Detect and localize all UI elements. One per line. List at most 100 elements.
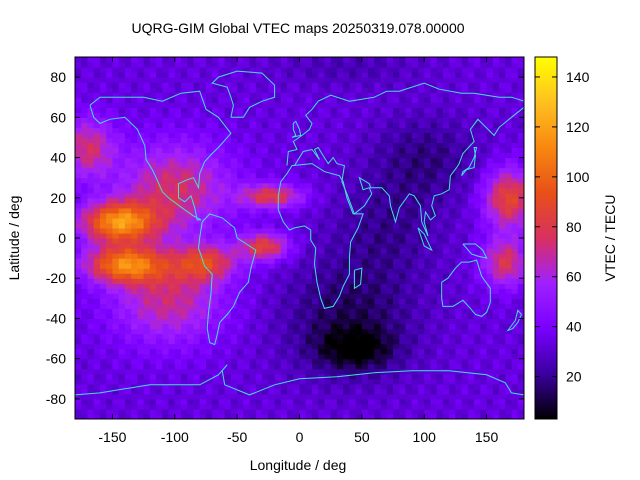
heatmap-cell (262, 328, 269, 335)
heatmap-cell (311, 232, 319, 239)
heatmap-cell (230, 373, 238, 380)
heatmap-cell (262, 142, 269, 149)
heatmap-cell (87, 398, 95, 405)
heatmap-cell (299, 167, 307, 174)
heatmap-cell (168, 383, 176, 390)
heatmap-cell (492, 368, 500, 375)
heatmap-cell (230, 283, 238, 289)
heatmap-cell (386, 273, 394, 279)
heatmap-cell (467, 187, 475, 194)
heatmap-cell (499, 87, 506, 93)
heatmap-cell (436, 147, 444, 154)
heatmap-cell (118, 348, 126, 355)
heatmap-cell (75, 137, 82, 144)
heatmap-cell (330, 172, 338, 179)
heatmap-cell (499, 137, 506, 144)
heatmap-cell (461, 343, 469, 350)
heatmap-cell (311, 348, 319, 355)
heatmap-cell (143, 212, 151, 219)
heatmap-cell (324, 187, 332, 194)
heatmap-cell (374, 378, 382, 385)
heatmap-cell (386, 102, 394, 108)
heatmap-cell (224, 398, 232, 405)
heatmap-cell (330, 353, 338, 360)
heatmap-cell (330, 318, 338, 325)
heatmap-cell (156, 358, 163, 365)
heatmap-cell (336, 117, 344, 123)
heatmap-cell (355, 358, 363, 365)
heatmap-cell (299, 112, 307, 118)
heatmap-cell (199, 348, 207, 355)
heatmap-cell (193, 283, 201, 289)
heatmap-cell (218, 147, 226, 154)
heatmap-cell (424, 288, 432, 294)
heatmap-cell (411, 127, 419, 134)
heatmap-cell (449, 172, 457, 179)
heatmap-cell (436, 62, 444, 68)
heatmap-cell (81, 353, 89, 360)
heatmap-cell (486, 212, 494, 219)
heatmap-cell (480, 273, 488, 279)
heatmap-cell (374, 137, 382, 144)
heatmap-cell (93, 373, 101, 380)
heatmap-cell (380, 368, 388, 375)
heatmap-cell (106, 82, 114, 88)
heatmap-cell (143, 343, 151, 350)
heatmap-cell (393, 167, 400, 174)
heatmap-cell (399, 403, 407, 410)
heatmap-cell (492, 227, 500, 234)
heatmap-cell (461, 147, 469, 154)
heatmap-cell (212, 333, 220, 340)
heatmap-cell (417, 62, 425, 68)
heatmap-cell (368, 293, 375, 299)
heatmap-cell (299, 192, 307, 199)
heatmap-cell (162, 127, 170, 134)
heatmap-cell (455, 363, 463, 370)
heatmap-cell (193, 77, 201, 83)
heatmap-cell (75, 348, 82, 355)
heatmap-cell (343, 248, 350, 254)
heatmap-cell (424, 152, 432, 159)
heatmap-cell (255, 192, 263, 199)
heatmap-cell (305, 82, 313, 88)
heatmap-cell (112, 117, 120, 123)
heatmap-cell (199, 408, 207, 415)
heatmap-cell (243, 92, 251, 98)
heatmap-cell (424, 92, 432, 98)
heatmap-cell (199, 378, 207, 385)
heatmap-cell (336, 82, 344, 88)
heatmap-cell (149, 142, 157, 149)
heatmap-cell (455, 358, 463, 365)
heatmap-cell (274, 318, 282, 325)
heatmap-cell (492, 167, 500, 174)
heatmap-cell (461, 378, 469, 385)
heatmap-cell (262, 157, 269, 164)
heatmap-cell (143, 202, 151, 209)
heatmap-cell (455, 192, 463, 199)
heatmap-cell (486, 343, 494, 350)
heatmap-cell (243, 303, 251, 309)
heatmap-cell (480, 288, 488, 294)
heatmap-cell (492, 283, 500, 289)
heatmap-cell (474, 197, 481, 204)
heatmap-cell (274, 232, 282, 239)
heatmap-cell (442, 338, 450, 345)
heatmap-cell (442, 373, 450, 380)
heatmap-cell (355, 343, 363, 350)
heatmap-cell (393, 318, 400, 325)
heatmap-cell (455, 102, 463, 108)
heatmap-cell (505, 353, 513, 360)
heatmap-cell (181, 408, 188, 415)
heatmap-cell (237, 313, 244, 320)
heatmap-cell (305, 393, 313, 400)
heatmap-cell (305, 62, 313, 68)
heatmap-cell (149, 72, 157, 78)
heatmap-cell (368, 298, 375, 304)
heatmap-cell (81, 258, 89, 264)
heatmap-cell (174, 398, 182, 405)
heatmap-cell (143, 82, 151, 88)
heatmap-cell (499, 202, 506, 209)
heatmap-cell (293, 388, 301, 395)
heatmap-cell (492, 137, 500, 144)
heatmap-cell (343, 72, 350, 78)
